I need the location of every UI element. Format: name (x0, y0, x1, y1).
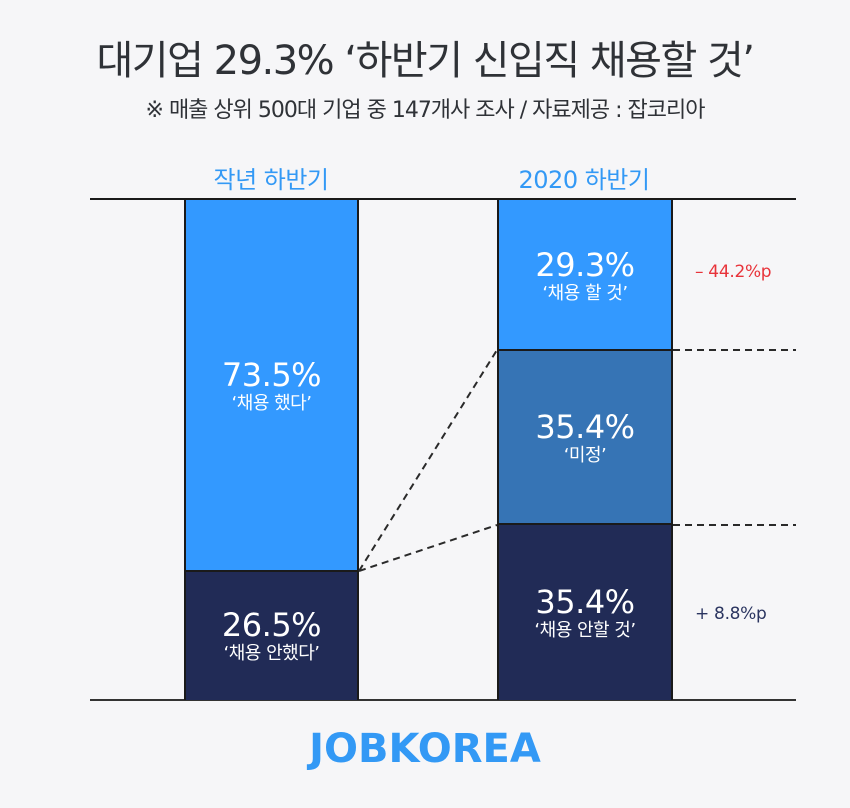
bar-2020-undecided: 35.4% ‘미정’ (497, 349, 673, 525)
segment-value: 73.5% (221, 356, 322, 394)
segment-caption: ‘채용 안할 것’ (534, 619, 636, 641)
segment-value: 35.4% (535, 408, 635, 446)
segment-value: 26.5% (221, 606, 322, 644)
bar-2020-will-hire: 29.3% ‘채용 할 것’ (497, 200, 673, 351)
column-label-last-year: 작년 하반기 (213, 166, 329, 194)
top-axis-line (90, 198, 796, 200)
delta-no-hire-change: + 8.8%p (695, 604, 767, 624)
segment-caption: ‘채용 했다’ (231, 393, 312, 414)
page-subtitle: ※ 매출 상위 500대 기업 중 147개사 조사 / 자료제공 : 잡코리아 (145, 98, 706, 123)
bar-last-year-not-hired: 26.5% ‘채용 안했다’ (184, 570, 359, 700)
delta-hire-change: – 44.2%p (695, 262, 772, 282)
page-title: 대기업 29.3% ‘하반기 신입직 채용할 것’ (96, 38, 755, 84)
segment-caption: ‘미정’ (563, 445, 607, 466)
segment-caption: ‘채용 안했다’ (223, 643, 320, 664)
column-label-2020: 2020 하반기 (518, 166, 650, 194)
segment-value: 35.4% (535, 582, 635, 621)
segment-caption: ‘채용 할 것’ (542, 282, 628, 304)
bottom-axis-line (90, 699, 796, 701)
bar-2020-will-not-hire: 35.4% ‘채용 안할 것’ (497, 523, 673, 700)
jobkorea-logo: JOBKOREA (309, 726, 541, 772)
bar-last-year-hired: 73.5% ‘채용 했다’ (184, 200, 359, 572)
segment-value: 29.3% (535, 245, 635, 284)
